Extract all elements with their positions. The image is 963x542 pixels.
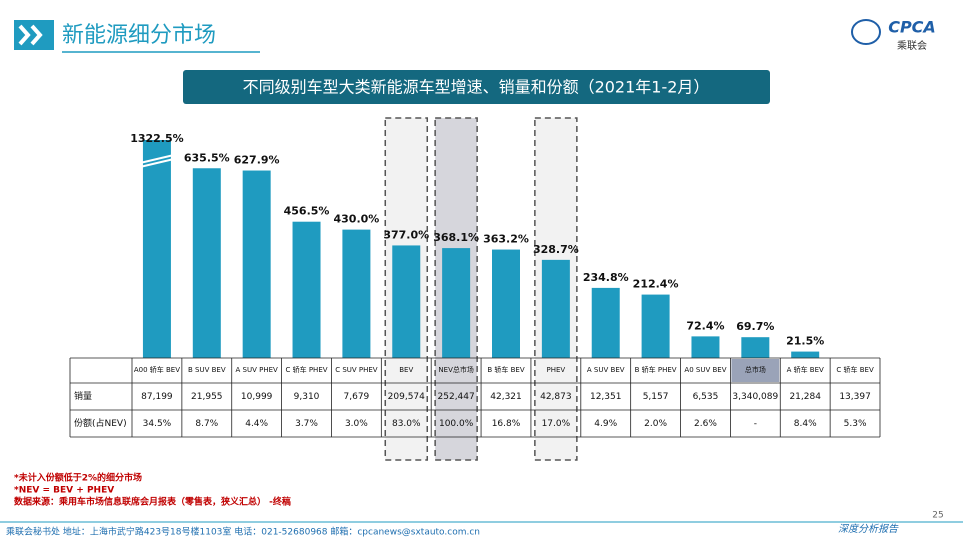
x-tick-label: C SUV PHEV xyxy=(335,366,378,374)
row-label: 份额(占NEV) xyxy=(74,417,127,429)
bar xyxy=(142,140,171,359)
table-cell: 7,679 xyxy=(344,392,370,402)
x-tick-label: NEV总市场 xyxy=(438,365,473,374)
logo-sub: 乘联会 xyxy=(897,39,927,52)
table-cell: 3.0% xyxy=(345,419,368,429)
x-tick-label: A SUV PHEV xyxy=(236,366,279,374)
x-tick-label: A 轿车 BEV xyxy=(787,365,824,374)
bar xyxy=(691,336,720,358)
axis-break xyxy=(139,158,175,168)
table-cell: 21,955 xyxy=(191,392,223,402)
value-label: 456.5% xyxy=(284,205,330,218)
table-cell: 4.4% xyxy=(245,419,268,429)
chart-title-box xyxy=(183,70,770,104)
value-label: 69.7% xyxy=(736,320,774,333)
table-cell: 100.0% xyxy=(439,419,474,429)
x-tick-label: C 轿车 PHEV xyxy=(286,365,328,374)
table-cell: 8.7% xyxy=(195,419,218,429)
header-title: 新能源细分市场 xyxy=(62,23,216,48)
bar xyxy=(242,170,271,358)
chart: 1322.5%635.5% 627.9% 456.5%430.0% 377.0% 368… xyxy=(69,117,881,461)
bar xyxy=(641,294,670,358)
header-icon xyxy=(14,20,54,50)
table-cell: 83.0% xyxy=(392,419,421,429)
table-cell: 13,397 xyxy=(839,392,871,402)
bar xyxy=(541,259,570,358)
table-cell: 8.4% xyxy=(794,419,817,429)
table-cell: 16.8% xyxy=(492,419,521,429)
x-tick-label: A00 轿车 BEV xyxy=(134,365,180,374)
x-tick-label: B 轿车 PHEV xyxy=(635,365,677,374)
value-label: 328.7% xyxy=(533,243,579,256)
table-cell: 3.7% xyxy=(295,419,318,429)
value-label: 234.8% xyxy=(583,271,629,284)
table-cell: 17.0% xyxy=(542,419,571,429)
value-label: 377.0% xyxy=(383,228,429,241)
table-cell: 42,873 xyxy=(540,392,572,402)
table-cell: 3,340,089 xyxy=(732,392,778,402)
table-cell: 209,574 xyxy=(388,392,425,402)
x-tick-label: 总市场 xyxy=(745,365,766,374)
value-label: 72.4% xyxy=(686,319,724,332)
bar xyxy=(392,245,421,358)
table-cell: 42,321 xyxy=(490,392,522,402)
bar xyxy=(442,248,471,358)
x-tick-label: C 轿车 BEV xyxy=(836,365,874,374)
x-tick-label: B 轿车 BEV xyxy=(487,365,524,374)
table-cell: 87,199 xyxy=(141,392,173,402)
table-cell: 21,284 xyxy=(789,392,821,402)
note: *NEV = BEV + PHEV xyxy=(14,486,114,496)
table-cell: 2.6% xyxy=(694,419,717,429)
table-cell: 6,535 xyxy=(693,392,719,402)
logo-text: CPCA xyxy=(888,18,936,37)
table-cell: 12,351 xyxy=(590,392,622,402)
page-number: 25 xyxy=(932,511,943,521)
x-tick-label: A0 SUV BEV xyxy=(684,366,726,374)
bar xyxy=(192,168,221,358)
bar xyxy=(591,287,620,358)
table-cell: 5,157 xyxy=(643,392,669,402)
table-cell: 9,310 xyxy=(294,392,320,402)
bar xyxy=(292,221,321,358)
bars xyxy=(142,140,820,359)
note: 数据来源：乘用车市场信息联席会月报表（零售表，狭义汇总） -终稿 xyxy=(14,496,291,508)
value-label: 21.5% xyxy=(786,335,824,348)
bar xyxy=(791,351,820,358)
x-tick-label: A SUV BEV xyxy=(587,366,625,374)
logo-mark xyxy=(851,19,881,45)
table-cell: 4.9% xyxy=(594,419,617,429)
value-label: 635.5% xyxy=(184,151,230,164)
note: *未计入份额低于2%的细分市场 xyxy=(14,472,142,484)
header-cell-highlight xyxy=(731,359,780,382)
footer-report: 深度分析报告 xyxy=(838,523,899,535)
footer-address: 乘联会秘书处 地址：上海市武宁路423号18号楼1103室 电话：021-526… xyxy=(6,526,480,538)
x-tick-label: PHEV xyxy=(547,366,566,374)
chart-title: 不同级别车型大类新能源车型增速、销量和份额（2021年1-2月） xyxy=(243,78,710,97)
value-label: 363.2% xyxy=(483,233,529,246)
bar xyxy=(741,337,770,358)
x-tick-label: BEV xyxy=(399,366,413,374)
value-label: 1322.5% xyxy=(130,132,183,145)
table-cell: 34.5% xyxy=(143,419,172,429)
value-label: 627.9% xyxy=(234,154,280,167)
table-cell: 2.0% xyxy=(644,419,667,429)
table-cell: 5.3% xyxy=(844,419,867,429)
bar xyxy=(492,249,520,358)
row-label: 销量 xyxy=(74,390,92,402)
axis-break xyxy=(139,154,175,164)
table-cell: 10,999 xyxy=(241,392,273,402)
table-cell: - xyxy=(754,419,757,429)
x-tick-label: B SUV BEV xyxy=(188,366,226,374)
value-label: 212.4% xyxy=(633,278,679,291)
table-cell: 252,447 xyxy=(438,392,475,402)
bar xyxy=(342,229,371,358)
value-label: 430.0% xyxy=(333,213,379,226)
value-label: 368.1% xyxy=(433,231,479,244)
